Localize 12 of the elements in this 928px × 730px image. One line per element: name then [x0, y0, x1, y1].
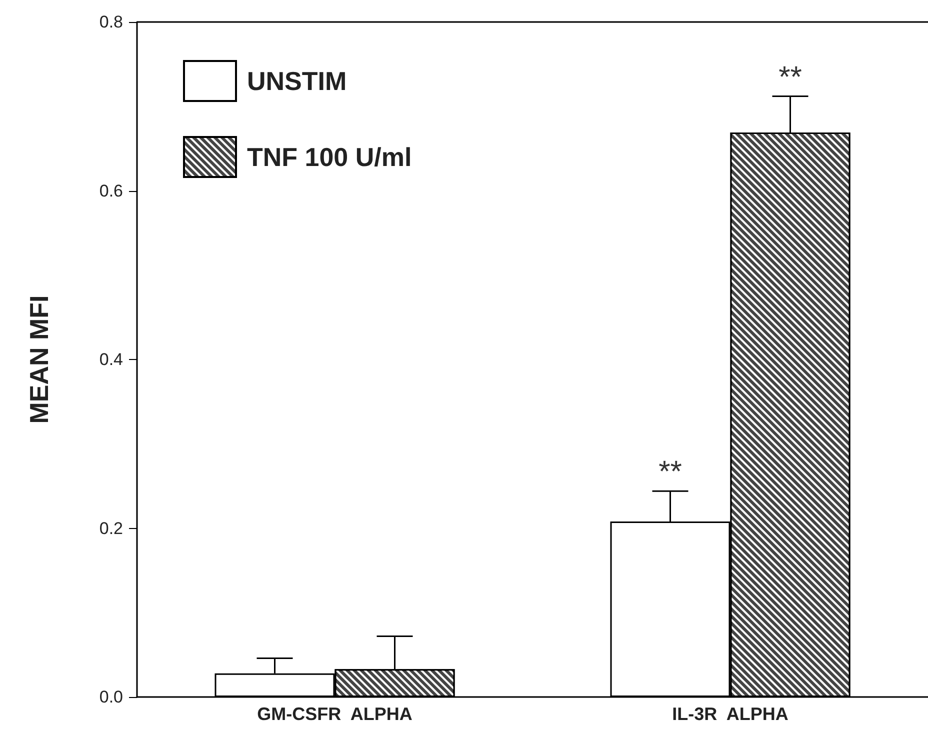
y-tick-label: 0.2 — [99, 518, 123, 538]
annotation: ** — [778, 60, 802, 94]
x-tick-label: GM-CSFR ALPHA — [257, 704, 412, 724]
y-axis-title: MEAN MFI — [24, 295, 54, 424]
y-tick-label: 0.0 — [99, 688, 123, 706]
annotation: ** — [658, 456, 682, 489]
legend-label: TNF 100 U/ml — [247, 142, 412, 172]
y-tick-label: 0.8 — [99, 12, 123, 32]
y-tick-label: 0.6 — [99, 181, 123, 200]
legend-label: UNSTIM — [247, 66, 347, 96]
y-tick-label: 0.4 — [99, 350, 123, 369]
x-tick-label: IL-3R ALPHA — [672, 704, 788, 724]
